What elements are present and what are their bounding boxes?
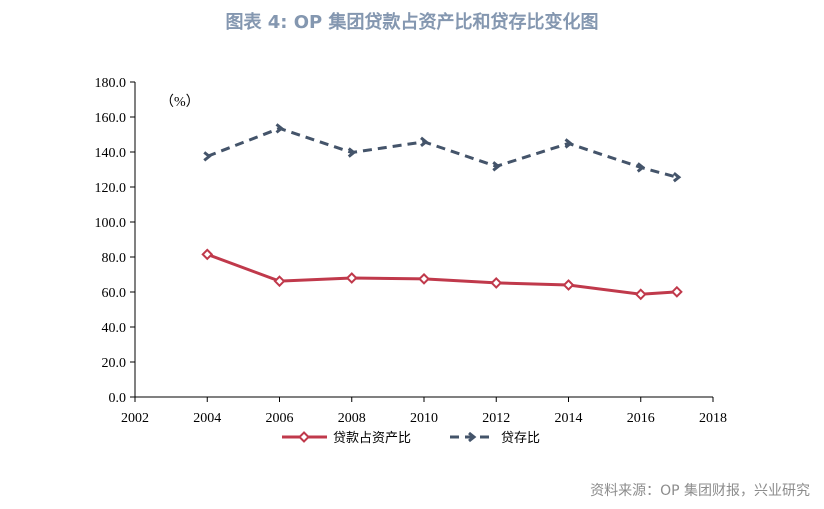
source-note: 资料来源：OP 集团财报，兴业研究 <box>590 483 810 499</box>
x-tick-label: 2016 <box>627 411 655 426</box>
x-tick-label: 2004 <box>193 411 221 426</box>
data-point <box>420 136 429 148</box>
y-tick-label: 60.0 <box>102 286 127 301</box>
y-tick-label: 0.0 <box>109 391 127 406</box>
y-tick-label: 180.0 <box>95 76 127 91</box>
data-point <box>347 147 357 158</box>
data-point <box>492 161 501 172</box>
chart-title: 图表 4: OP 集团贷款占资产比和贷存比变化图 <box>225 12 599 33</box>
x-tick-label: 2010 <box>410 411 438 426</box>
series-1 <box>203 123 682 183</box>
series-layer <box>201 123 683 301</box>
series-line <box>206 252 677 296</box>
y-tick-label: 80.0 <box>102 251 127 266</box>
y-tick-label: 160.0 <box>95 111 127 126</box>
data-point <box>672 172 682 183</box>
y-tick-label: 20.0 <box>102 356 127 371</box>
data-point <box>490 276 503 289</box>
y-tick-label: 40.0 <box>102 321 127 336</box>
data-point <box>670 285 683 298</box>
x-tick-label: 2008 <box>338 411 366 426</box>
y-tick-label: 120.0 <box>95 181 127 196</box>
x-tick-label: 2012 <box>482 411 510 426</box>
x-tick-label: 2006 <box>266 411 294 426</box>
y-unit-label: （%） <box>160 94 200 110</box>
data-point <box>273 275 286 288</box>
legend-item: 贷款占资产比 <box>282 431 411 446</box>
legend-label: 贷存比 <box>501 431 540 446</box>
data-point <box>275 123 284 134</box>
legend-label: 贷款占资产比 <box>333 431 411 446</box>
data-point <box>636 162 646 173</box>
legend: 贷款占资产比 贷存比 <box>282 431 540 446</box>
axes: 0.0 20.0 40.0 60.0 80.0 100.0 120.0 140.0 160.0 1… <box>95 76 728 426</box>
legend-marker <box>468 431 477 443</box>
data-point <box>564 138 573 149</box>
data-point <box>203 151 212 162</box>
y-tick-label: 100.0 <box>95 216 127 231</box>
legend-marker <box>298 431 310 443</box>
x-tick-label: 2002 <box>121 411 149 426</box>
x-tick-label: 2018 <box>699 411 727 426</box>
data-point <box>634 288 647 301</box>
series-line <box>206 126 678 179</box>
data-point <box>345 272 358 284</box>
x-tick-label: 2014 <box>555 411 583 426</box>
data-point <box>562 279 575 291</box>
legend-item: 贷存比 <box>450 431 540 446</box>
data-point <box>418 272 430 285</box>
y-tick-label: 140.0 <box>95 146 127 161</box>
series-0 <box>201 248 683 301</box>
data-point <box>201 248 214 261</box>
